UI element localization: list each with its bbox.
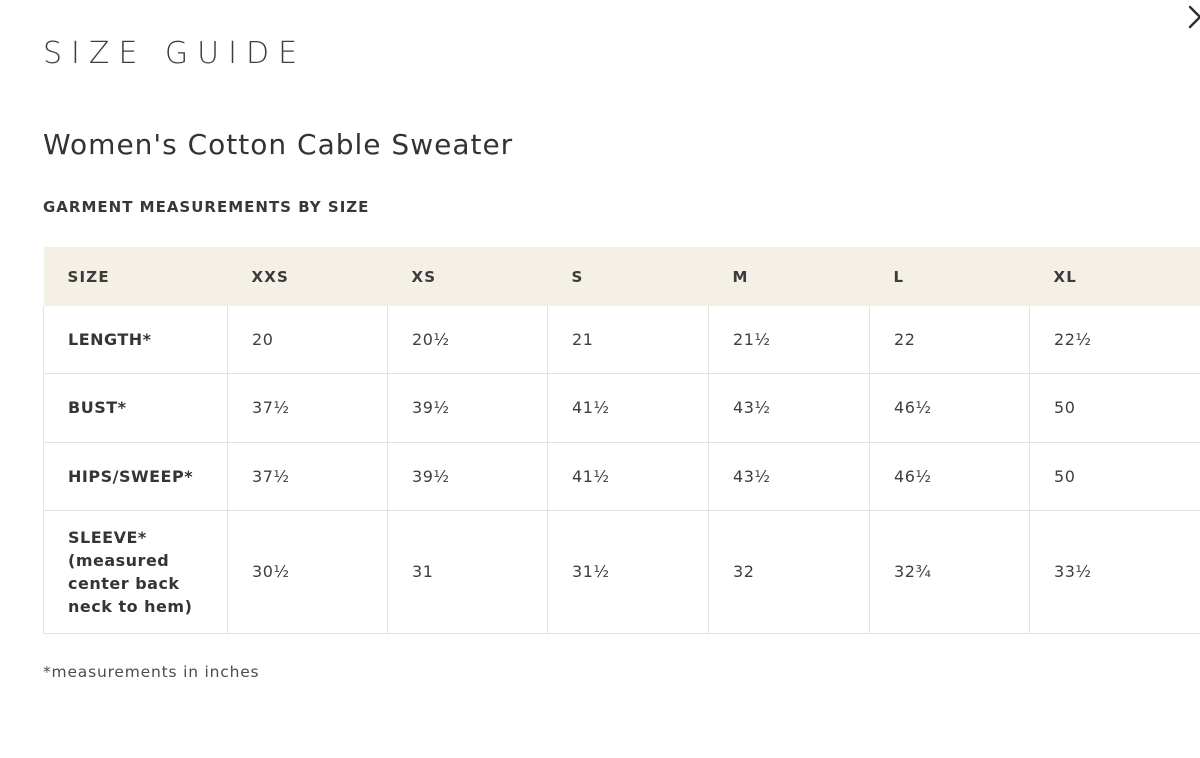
column-header-l: L xyxy=(869,247,1030,306)
cell-bust-xs: 39½ xyxy=(387,372,548,443)
table-row-bust: BUST* 37½ 39½ 41½ 43½ 46½ 50 xyxy=(43,372,1200,443)
cell-bust-xl: 50 xyxy=(1029,372,1200,443)
cell-bust-m: 43½ xyxy=(708,372,870,443)
cell-length-m: 21½ xyxy=(708,306,870,374)
cell-hips-xl: 50 xyxy=(1029,441,1200,511)
column-header-size: SIZE xyxy=(43,247,228,306)
cell-hips-s: 41½ xyxy=(547,441,709,511)
cell-sleeve-xxs: 30½ xyxy=(227,509,388,634)
cell-bust-xxs: 37½ xyxy=(227,372,388,443)
close-icon xyxy=(1188,5,1200,29)
cell-sleeve-m: 32 xyxy=(708,509,870,634)
measurements-footnote: *measurements in inches xyxy=(43,663,260,681)
cell-sleeve-s: 31½ xyxy=(547,509,709,634)
cell-length-xs: 20½ xyxy=(387,306,548,374)
column-header-xxs: XXS xyxy=(227,247,388,306)
size-guide-title: SIZE GUIDE xyxy=(43,36,307,71)
table-header-row: SIZE XXS XS S M L XL xyxy=(43,247,1200,306)
table-row-sleeve: SLEEVE* (measured center back neck to he… xyxy=(43,509,1200,634)
table-row-hips-sweep: HIPS/SWEEP* 37½ 39½ 41½ 43½ 46½ 50 xyxy=(43,441,1200,511)
column-header-xl: XL xyxy=(1029,247,1200,306)
cell-length-l: 22 xyxy=(869,306,1030,374)
measurements-heading: GARMENT MEASUREMENTS BY SIZE xyxy=(43,198,370,216)
product-title: Women's Cotton Cable Sweater xyxy=(43,128,514,161)
cell-length-xl: 22½ xyxy=(1029,306,1200,374)
row-label-hips-sweep: HIPS/SWEEP* xyxy=(43,441,228,511)
cell-sleeve-xs: 31 xyxy=(387,509,548,634)
cell-bust-s: 41½ xyxy=(547,372,709,443)
cell-hips-xxs: 37½ xyxy=(227,441,388,511)
row-label-bust: BUST* xyxy=(43,372,228,443)
close-button[interactable] xyxy=(1185,2,1200,32)
row-label-length: LENGTH* xyxy=(43,306,228,374)
cell-hips-l: 46½ xyxy=(869,441,1030,511)
row-label-sleeve: SLEEVE* (measured center back neck to he… xyxy=(43,509,228,634)
cell-bust-l: 46½ xyxy=(869,372,1030,443)
cell-length-s: 21 xyxy=(547,306,709,374)
table-row-length: LENGTH* 20 20½ 21 21½ 22 22½ xyxy=(43,306,1200,374)
cell-sleeve-l: 32¾ xyxy=(869,509,1030,634)
cell-hips-m: 43½ xyxy=(708,441,870,511)
cell-length-xxs: 20 xyxy=(227,306,388,374)
cell-hips-xs: 39½ xyxy=(387,441,548,511)
column-header-xs: XS xyxy=(387,247,548,306)
size-guide-table: SIZE XXS XS S M L XL LENGTH* 20 20½ 21 2… xyxy=(43,247,1200,634)
column-header-s: S xyxy=(547,247,709,306)
column-header-m: M xyxy=(708,247,870,306)
cell-sleeve-xl: 33½ xyxy=(1029,509,1200,634)
